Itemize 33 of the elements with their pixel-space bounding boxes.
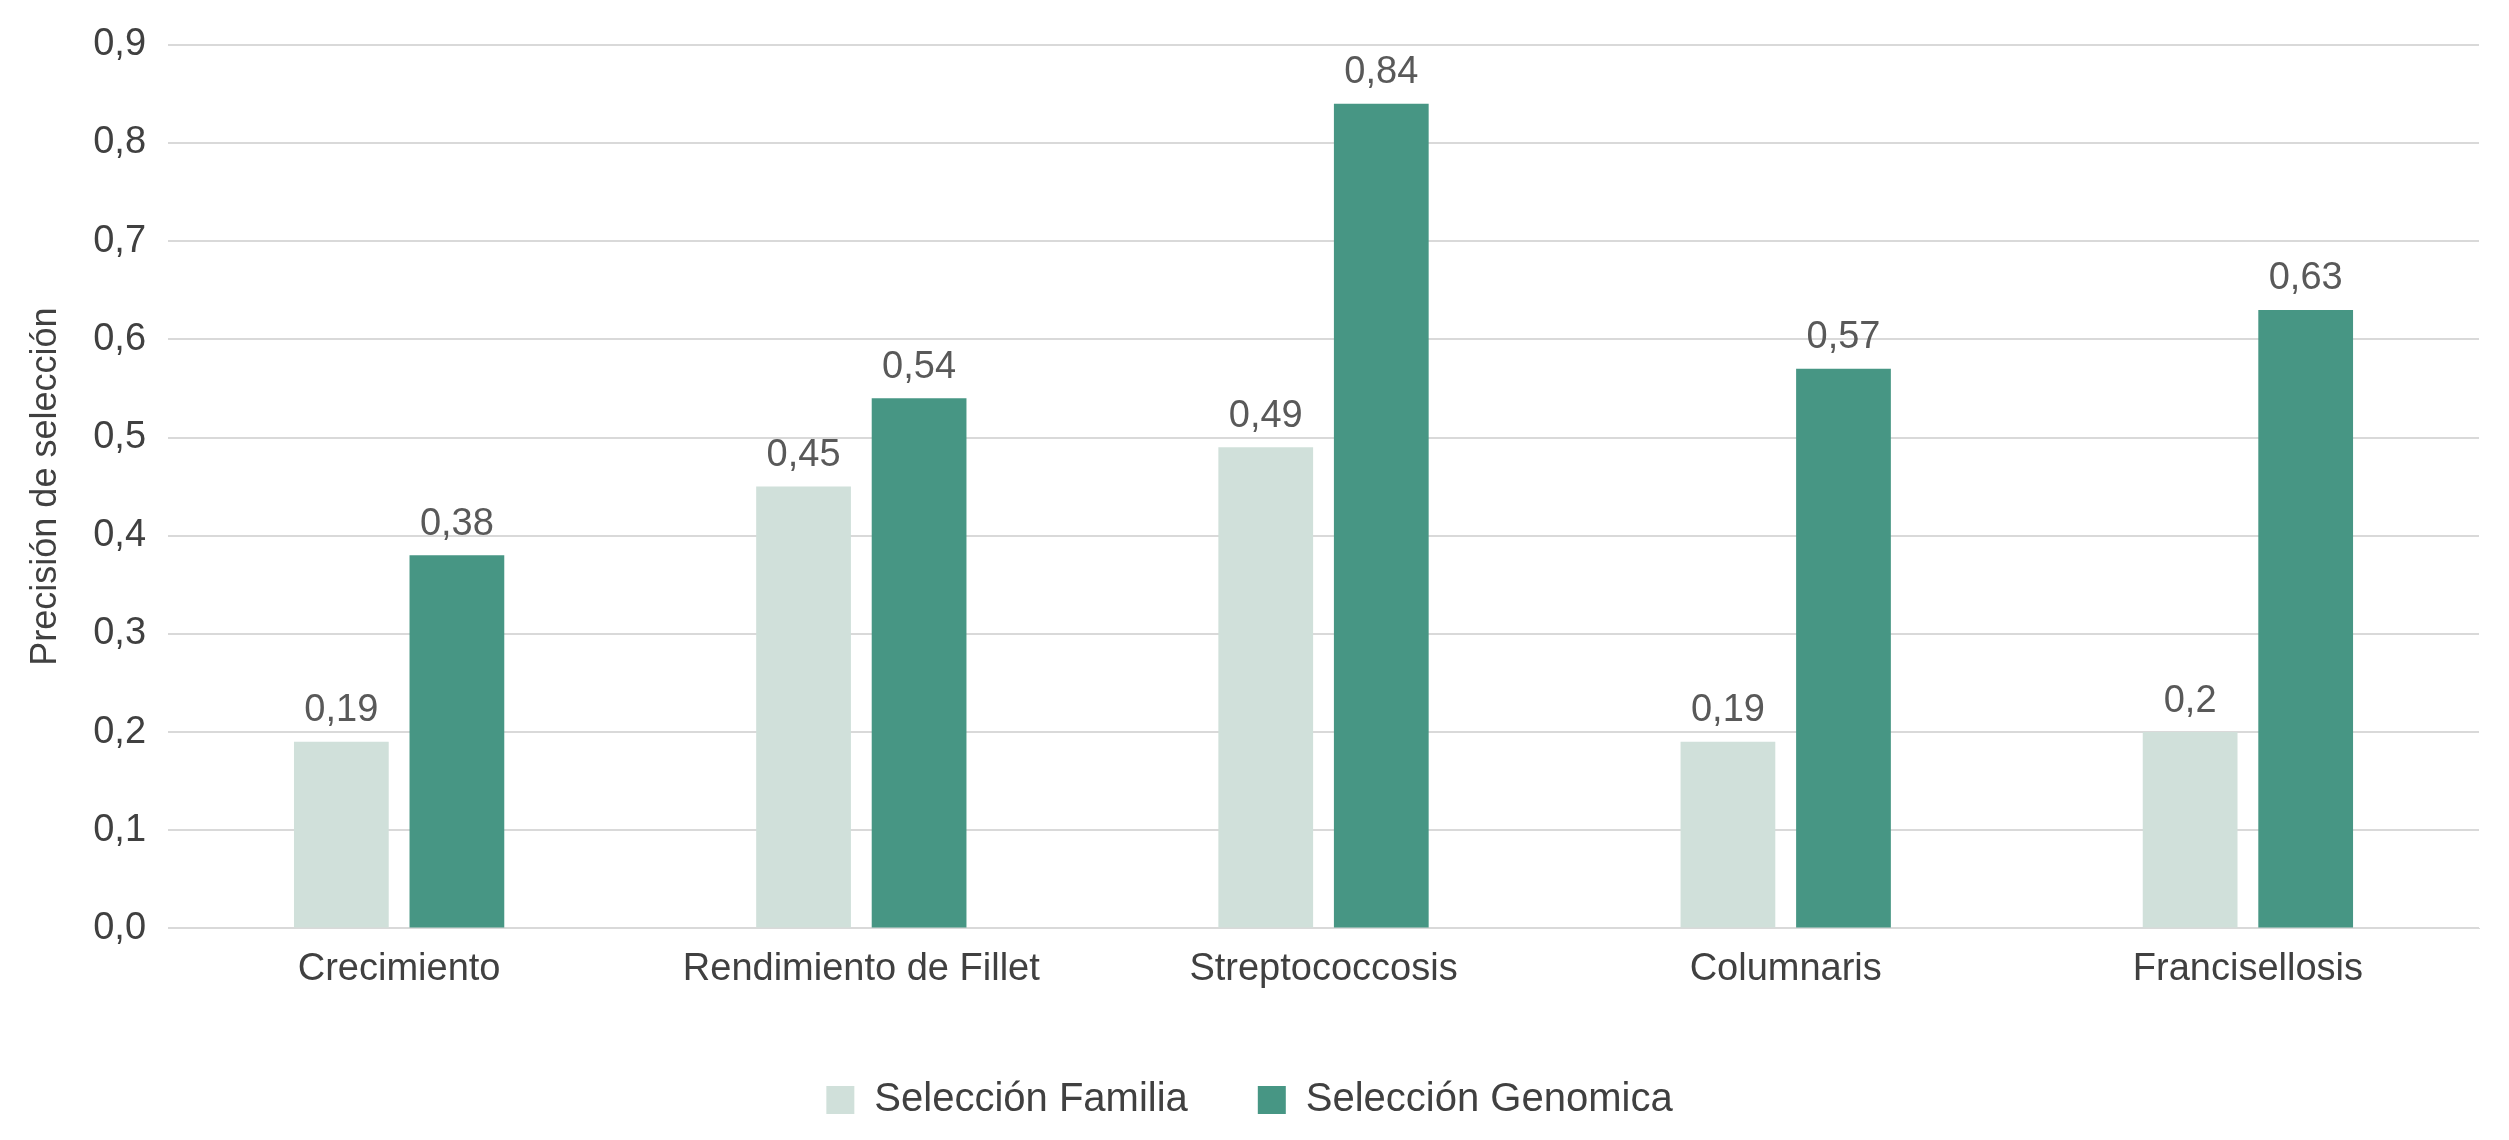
bar: [871, 398, 967, 928]
y-tick-label: 0,9: [93, 21, 147, 64]
data-label: 0,19: [1690, 687, 1765, 730]
y-tick-label: 0,2: [93, 708, 147, 751]
x-tick-label: Streptococcosis: [1189, 945, 1458, 988]
y-tick-label: 0,1: [93, 806, 147, 849]
bar: [1796, 368, 1891, 928]
y-tick-label: 0,5: [93, 414, 147, 456]
y-tick-label: 0,8: [93, 119, 147, 162]
bar: [2258, 309, 2354, 928]
x-tick-label: Columnaris: [1689, 945, 1882, 988]
data-label: 0,45: [766, 432, 841, 475]
x-tick-label: Crecimiento: [297, 945, 501, 988]
bar: [1333, 103, 1429, 928]
data-label: 0,57: [1806, 314, 1881, 357]
legend-label: Selección Genomica: [1305, 1075, 1674, 1120]
y-tick-label: 0,0: [93, 904, 147, 947]
y-tick-label: 0,7: [93, 217, 147, 260]
data-label: 0,54: [882, 343, 957, 386]
bar: [409, 555, 505, 928]
y-tick-label: 0,4: [93, 512, 147, 555]
x-tick-label: Francisellosis: [2132, 945, 2363, 988]
data-label: 0,84: [1344, 49, 1419, 92]
y-axis-title: Precisión de selección: [22, 307, 64, 666]
data-label: 0,38: [419, 500, 494, 543]
legend-label: Selección Familia: [874, 1075, 1189, 1120]
data-label: 0,49: [1228, 392, 1303, 435]
data-label: 0,2: [2163, 677, 2217, 720]
y-tick-label: 0,6: [93, 315, 147, 358]
data-label: 0,19: [304, 687, 379, 730]
x-tick-label: Rendimiento de Fillet: [682, 945, 1041, 988]
data-label: 0,63: [2268, 255, 2343, 298]
y-tick-label: 0,3: [93, 610, 147, 653]
